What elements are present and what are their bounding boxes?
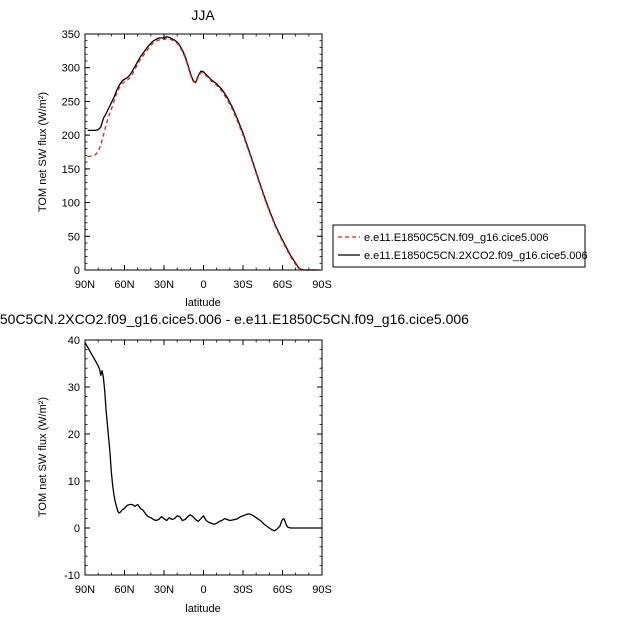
- panel-top-frame: [84, 33, 323, 271]
- panel-top: JJA 0 50 100 150 200 250 300 350 90N 60N 30N 0 30S 60…: [37, 7, 332, 309]
- panel-bottom-ytick-label: 30: [68, 382, 80, 394]
- panel-bottom-ytick-label: -10: [64, 570, 80, 582]
- panel-top-ytick-label: 0: [74, 265, 80, 277]
- panel-top-ytick-label: 50: [68, 231, 80, 243]
- panel-bottom-xtick-label: 60N: [114, 584, 134, 596]
- legend-label-2xco2: e.e11.E1850C5CN.2XCO2.f09_g16.cice5.006: [364, 250, 588, 262]
- panel-bottom-ytick-label: 10: [68, 476, 80, 488]
- panel-top-xtick-label: 60N: [114, 279, 134, 291]
- panel-top-xtick-label: 60S: [273, 279, 293, 291]
- legend: e.e11.E1850C5CN.f09_g16.cice5.006 e.e11.…: [332, 224, 588, 268]
- panel-bottom-xlabel: latitude: [185, 603, 220, 615]
- panel-top-series-line-1: [87, 36, 320, 271]
- panel-bottom-xtick-label: 0: [200, 584, 206, 596]
- panel-bottom-xtick-label: 90N: [75, 584, 95, 596]
- panel-bottom-ytick-label: 40: [68, 335, 80, 347]
- panel-bottom-frame: [84, 339, 323, 576]
- panel-bottom-series-line-0: [84, 342, 322, 532]
- panel-top-xtick-label: 30S: [233, 279, 253, 291]
- panel-top-xtick-label: 30N: [154, 279, 174, 291]
- legend-label-control: e.e11.E1850C5CN.f09_g16.cice5.006: [364, 232, 549, 244]
- panel-bottom-ylabel: TOM net SW flux (W/m²): [37, 397, 49, 517]
- panel-top-series-line-0: [87, 38, 320, 271]
- panel-top-xlabel: latitude: [185, 297, 220, 309]
- panel-bottom: e.e11.E1850C5CN.2XCO2.f09_g16.cice5.006 …: [0, 311, 469, 615]
- panel-bottom-xtick-label: 60S: [273, 584, 293, 596]
- panel-bottom-xtick-label: 30N: [154, 584, 174, 596]
- panel-top-ytick-label: 350: [62, 29, 80, 41]
- panel-top-ytick-label: 100: [62, 198, 80, 210]
- legend-box: [332, 224, 586, 268]
- panel-top-ytick-label: 300: [62, 63, 80, 75]
- panel-top-xtick-label: 0: [200, 279, 206, 291]
- panel-top-title: JJA: [191, 7, 215, 23]
- panel-top-ytick-label: 250: [62, 96, 80, 108]
- panel-bottom-ytick-label: 0: [74, 523, 80, 535]
- panel-top-xtick-label: 90N: [75, 279, 95, 291]
- panel-bottom-xtick-label: 90S: [312, 584, 332, 596]
- panel-top-xtick-label: 90S: [312, 279, 332, 291]
- panel-top-ytick-label: 200: [62, 130, 80, 142]
- panel-top-ylabel: TOM net SW flux (W/m²): [37, 92, 49, 212]
- panel-bottom-ytick-label: 20: [68, 429, 80, 441]
- panel-bottom-title: e.e11.E1850C5CN.2XCO2.f09_g16.cice5.006 …: [0, 311, 469, 327]
- panel-bottom-xtick-label: 30S: [233, 584, 253, 596]
- panel-top-ytick-label: 150: [62, 164, 80, 176]
